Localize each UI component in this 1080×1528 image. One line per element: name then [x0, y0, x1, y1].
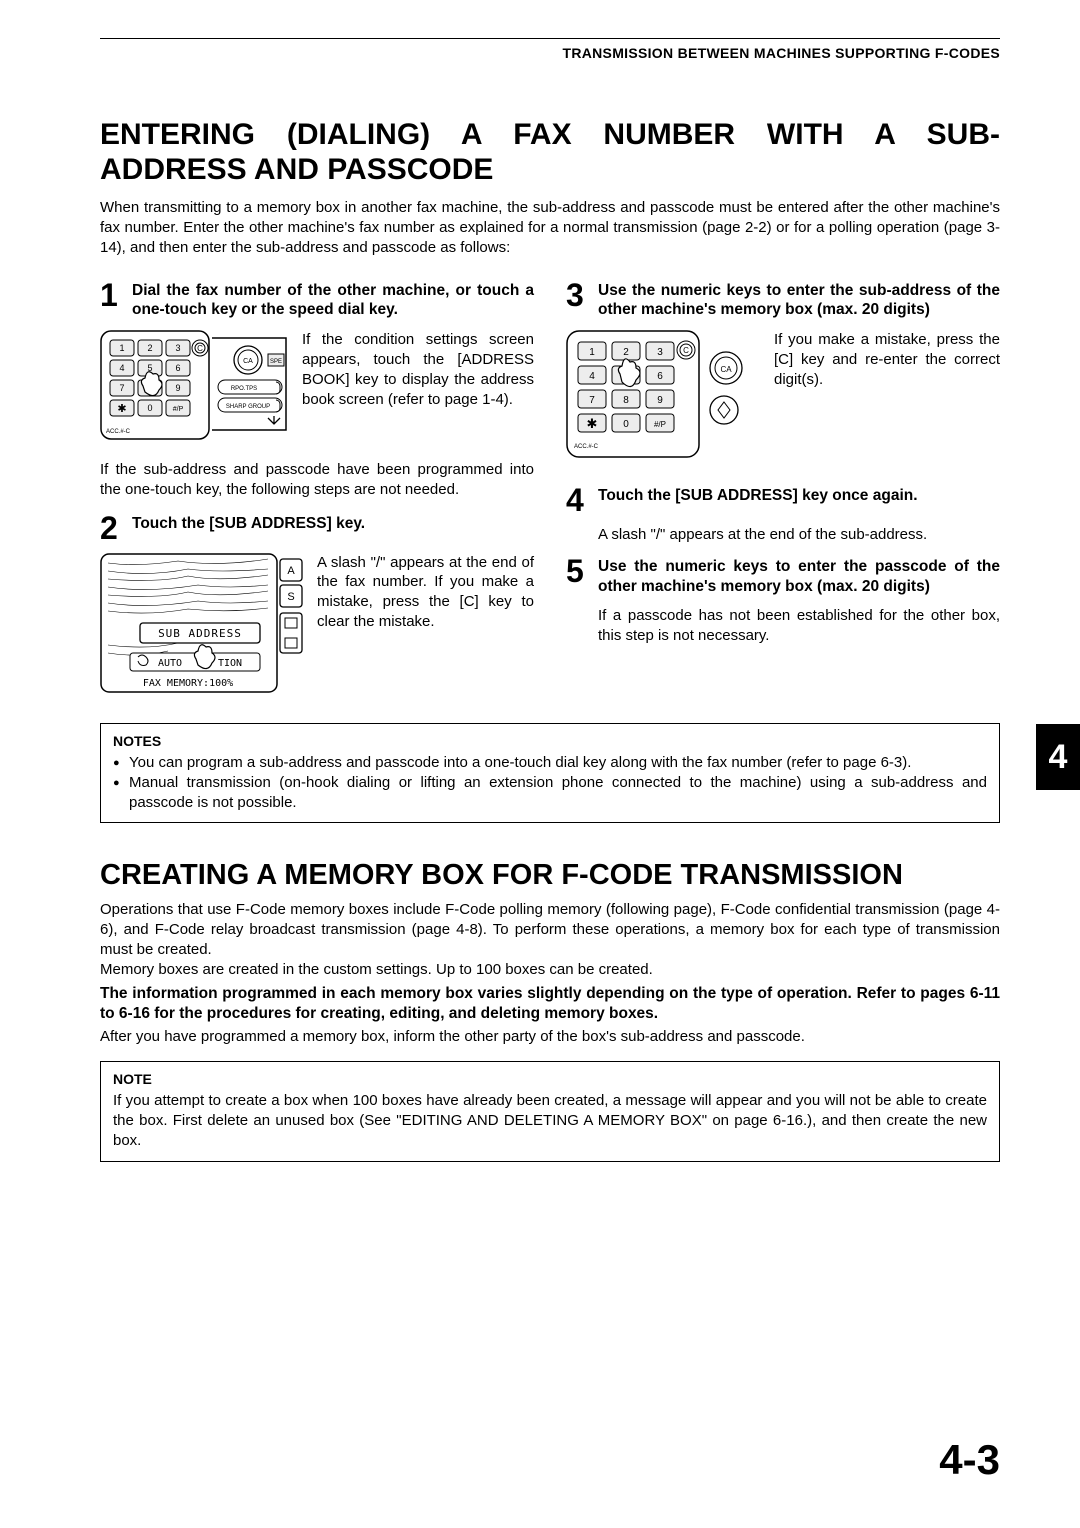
acc-label: ACC.#-C: [106, 429, 131, 435]
key-0: 0: [147, 403, 152, 413]
notes-title: NOTES: [113, 732, 987, 750]
step-3-body: If you make a mistake, press the [C] key…: [774, 330, 1000, 466]
k3-hash: #/P: [654, 420, 666, 429]
screen-figure: SUB ADDRESS AUTO TION FAX MEMORY:100% A …: [100, 553, 305, 695]
svg-text:✱: ✱: [587, 416, 598, 431]
sharp-label: SHARP GROUP: [226, 404, 270, 410]
step-4-number: 4: [566, 486, 588, 515]
step-3-title: Use the numeric keys to enter the sub-ad…: [598, 281, 1000, 321]
note-body: If you attempt to create a box when 100 …: [113, 1091, 987, 1150]
step-1: 1 Dial the fax number of the other machi…: [100, 281, 534, 321]
key-4: 4: [119, 363, 124, 373]
section1-intro: When transmitting to a memory box in ano…: [100, 198, 1000, 259]
k3-1: 1: [589, 347, 595, 358]
header-rule: [100, 38, 1000, 39]
running-header: TRANSMISSION BETWEEN MACHINES SUPPORTING…: [100, 45, 1000, 61]
note-title: NOTE: [113, 1070, 987, 1088]
left-column: 1 Dial the fax number of the other machi…: [100, 281, 534, 695]
key-1: 1: [119, 343, 124, 353]
step-4: 4 Touch the [SUB ADDRESS] key once again…: [566, 486, 1000, 515]
step-3-figure-row: 1 2 3 4 5 6 7: [566, 330, 1000, 466]
keypad-figure-1: 1 2 3 4 5 6: [100, 330, 290, 458]
keypad-figure-3: 1 2 3 4 5 6 7: [566, 330, 762, 466]
step-2-body: A slash "/" appears at the end of the fa…: [317, 553, 534, 695]
svg-text:✱: ✱: [117, 403, 126, 415]
rpo-label: RPO.TPS: [231, 386, 257, 392]
section2-bold: The information programmed in each memor…: [100, 984, 1000, 1026]
step-5: 5 Use the numeric keys to enter the pass…: [566, 557, 1000, 597]
k3-0: 0: [623, 419, 629, 430]
side-s-label: S: [287, 591, 294, 603]
note-box: NOTE If you attempt to create a box when…: [100, 1061, 1000, 1162]
side-a-label: A: [287, 565, 295, 577]
k3-c-label: C: [683, 346, 689, 355]
k3-6: 6: [657, 371, 663, 382]
key-7: 7: [119, 383, 124, 393]
note-item-2: Manual transmission (on-hook dialing or …: [113, 773, 987, 813]
step-3-number: 3: [566, 281, 588, 321]
step-2-figure-row: SUB ADDRESS AUTO TION FAX MEMORY:100% A …: [100, 553, 534, 695]
chapter-tab: 4: [1036, 724, 1080, 790]
auto-label-right: TION: [218, 658, 242, 669]
k3-2: 2: [623, 347, 629, 358]
sub-address-button-label: SUB ADDRESS: [158, 627, 242, 640]
spe-label: SPE: [270, 359, 282, 365]
step-5-number: 5: [566, 557, 588, 597]
step-1-number: 1: [100, 281, 122, 321]
step-2-number: 2: [100, 514, 122, 543]
k3-3: 3: [657, 347, 663, 358]
k3-8: 8: [623, 395, 629, 406]
step-1-body-2: If the sub-address and passcode have bee…: [100, 460, 534, 500]
step-4-body: A slash "/" appears at the end of the su…: [598, 525, 1000, 545]
auto-label-left: AUTO: [158, 658, 182, 669]
fax-memory-label: FAX MEMORY:100%: [143, 678, 233, 689]
section2-title: CREATING A MEMORY BOX FOR F-CODE TRANSMI…: [100, 859, 1000, 892]
step-3: 3 Use the numeric keys to enter the sub-…: [566, 281, 1000, 321]
step-1-figure-row: 1 2 3 4 5 6: [100, 330, 534, 458]
c-key-label: C: [197, 344, 203, 353]
step-1-body-1: If the condition settings screen appears…: [302, 330, 534, 458]
step-1-title: Dial the fax number of the other machine…: [132, 281, 534, 321]
k3-ca: CA: [720, 365, 732, 374]
key-6: 6: [175, 363, 180, 373]
step-5-title: Use the numeric keys to enter the passco…: [598, 557, 1000, 597]
key-2: 2: [147, 343, 152, 353]
step-4-title: Touch the [SUB ADDRESS] key once again.: [598, 486, 918, 515]
note-item-1: You can program a sub-address and passco…: [113, 753, 987, 773]
k3-7: 7: [589, 395, 595, 406]
k3-4: 4: [589, 371, 595, 382]
notes-box: NOTES You can program a sub-address and …: [100, 723, 1000, 824]
step-5-body: If a passcode has not been established f…: [598, 606, 1000, 646]
section2-p3: After you have programmed a memory box, …: [100, 1027, 1000, 1047]
step-2: 2 Touch the [SUB ADDRESS] key.: [100, 514, 534, 543]
step-2-title: Touch the [SUB ADDRESS] key.: [132, 514, 365, 543]
page-number: 4-3: [939, 1436, 1000, 1484]
key-hash: #/P: [173, 406, 184, 413]
steps-columns: 1 Dial the fax number of the other machi…: [100, 281, 1000, 695]
k3-9: 9: [657, 395, 663, 406]
section2-p1: Operations that use F-Code memory boxes …: [100, 900, 1000, 959]
ca-label: CA: [243, 358, 253, 365]
section1-title-line1: ENTERING (DIALING) A FAX NUMBER WITH A S…: [100, 117, 1000, 152]
section2-p2: Memory boxes are created in the custom s…: [100, 960, 1000, 980]
right-column: 3 Use the numeric keys to enter the sub-…: [566, 281, 1000, 695]
key-3: 3: [175, 343, 180, 353]
key-9: 9: [175, 383, 180, 393]
k3-acc: ACC.#-C: [574, 444, 599, 450]
section1-title-line2: ADDRESS AND PASSCODE: [100, 152, 1000, 187]
